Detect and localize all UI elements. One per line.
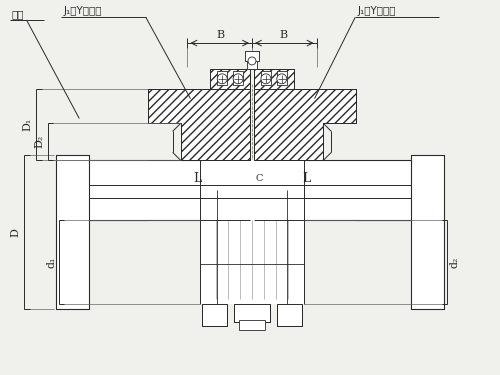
- Bar: [234, 304, 270, 322]
- Text: L: L: [302, 172, 310, 184]
- Bar: [245, 51, 259, 61]
- Bar: [261, 71, 271, 85]
- Circle shape: [233, 74, 243, 84]
- Text: D₁: D₁: [22, 118, 32, 131]
- Bar: [89, 160, 250, 220]
- Text: B: B: [280, 30, 288, 40]
- Bar: [277, 71, 286, 85]
- Text: J₁、Y型轴孔: J₁、Y型轴孔: [64, 6, 102, 16]
- Polygon shape: [356, 155, 444, 309]
- Polygon shape: [254, 89, 356, 160]
- Bar: [200, 160, 304, 304]
- Circle shape: [277, 74, 286, 84]
- Text: D₂: D₂: [34, 135, 44, 148]
- Circle shape: [248, 57, 256, 65]
- Polygon shape: [210, 69, 250, 89]
- Bar: [202, 304, 227, 326]
- Bar: [233, 71, 243, 85]
- Text: 轴孔: 轴孔: [12, 9, 24, 19]
- Bar: [277, 304, 301, 326]
- Polygon shape: [254, 69, 294, 89]
- Bar: [247, 59, 257, 69]
- Circle shape: [261, 74, 271, 84]
- Polygon shape: [148, 89, 250, 160]
- Bar: [217, 71, 227, 85]
- Polygon shape: [56, 155, 148, 309]
- Text: d₂: d₂: [450, 256, 460, 268]
- Text: D: D: [10, 228, 20, 237]
- Circle shape: [217, 74, 227, 84]
- Text: L: L: [194, 172, 202, 184]
- Bar: [254, 160, 411, 220]
- Text: J₁、Y型轴孔: J₁、Y型轴孔: [357, 6, 396, 16]
- Bar: [239, 320, 265, 330]
- Text: C: C: [256, 174, 264, 183]
- Text: d₁: d₁: [46, 256, 56, 268]
- Text: B: B: [216, 30, 224, 40]
